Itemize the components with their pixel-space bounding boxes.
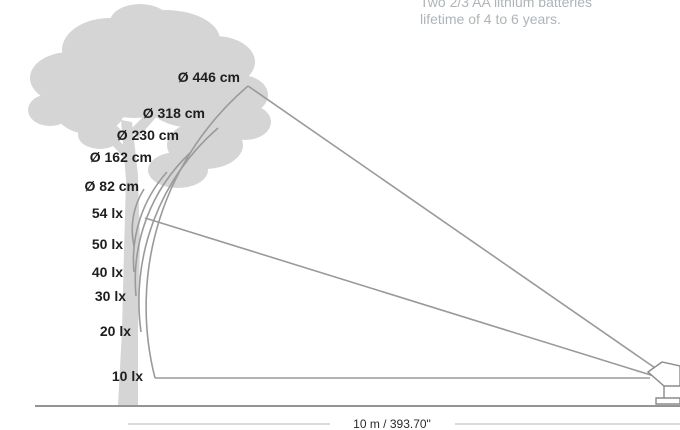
beam-arc-446 xyxy=(145,85,249,379)
tree-silhouette-icon xyxy=(28,4,271,405)
lux-label-10: 10 lx xyxy=(112,368,143,384)
lux-label-30: 30 lx xyxy=(95,288,126,304)
beam-ray-upper xyxy=(247,85,659,371)
diameter-label-230: Ø 230 cm xyxy=(117,127,179,143)
lux-label-40: 40 lx xyxy=(92,264,123,280)
beam-ray-center xyxy=(144,217,655,377)
diameter-label-162: Ø 162 cm xyxy=(90,149,152,165)
diameter-labels: Ø 446 cm Ø 318 cm Ø 230 cm Ø 162 cm Ø 82… xyxy=(85,69,240,194)
battery-caption: Two 2/3 AA lithium batteries lifetime of… xyxy=(420,0,680,28)
caption-line-2: lifetime of 4 to 6 years. xyxy=(420,11,561,27)
distance-label: 10 m / 393.70" xyxy=(353,417,431,430)
diameter-label-82: Ø 82 cm xyxy=(85,178,139,194)
diameter-label-318: Ø 318 cm xyxy=(143,105,205,121)
lux-labels: 54 lx 50 lx 40 lx 30 lx 20 lx 10 lx xyxy=(92,205,143,384)
lux-label-54: 54 lx xyxy=(92,205,123,221)
diameter-label-446: Ø 446 cm xyxy=(178,69,240,85)
lux-label-50: 50 lx xyxy=(92,236,123,252)
spotlight-fixture-icon xyxy=(646,361,680,405)
beam-arc-162 xyxy=(132,171,168,273)
lux-label-20: 20 lx xyxy=(100,323,131,339)
caption-line-1: Two 2/3 AA lithium batteries xyxy=(420,0,592,10)
beam-arc-82 xyxy=(131,188,145,247)
beam-lines xyxy=(131,85,659,379)
distance-dimension: 10 m / 393.70" xyxy=(128,417,680,430)
